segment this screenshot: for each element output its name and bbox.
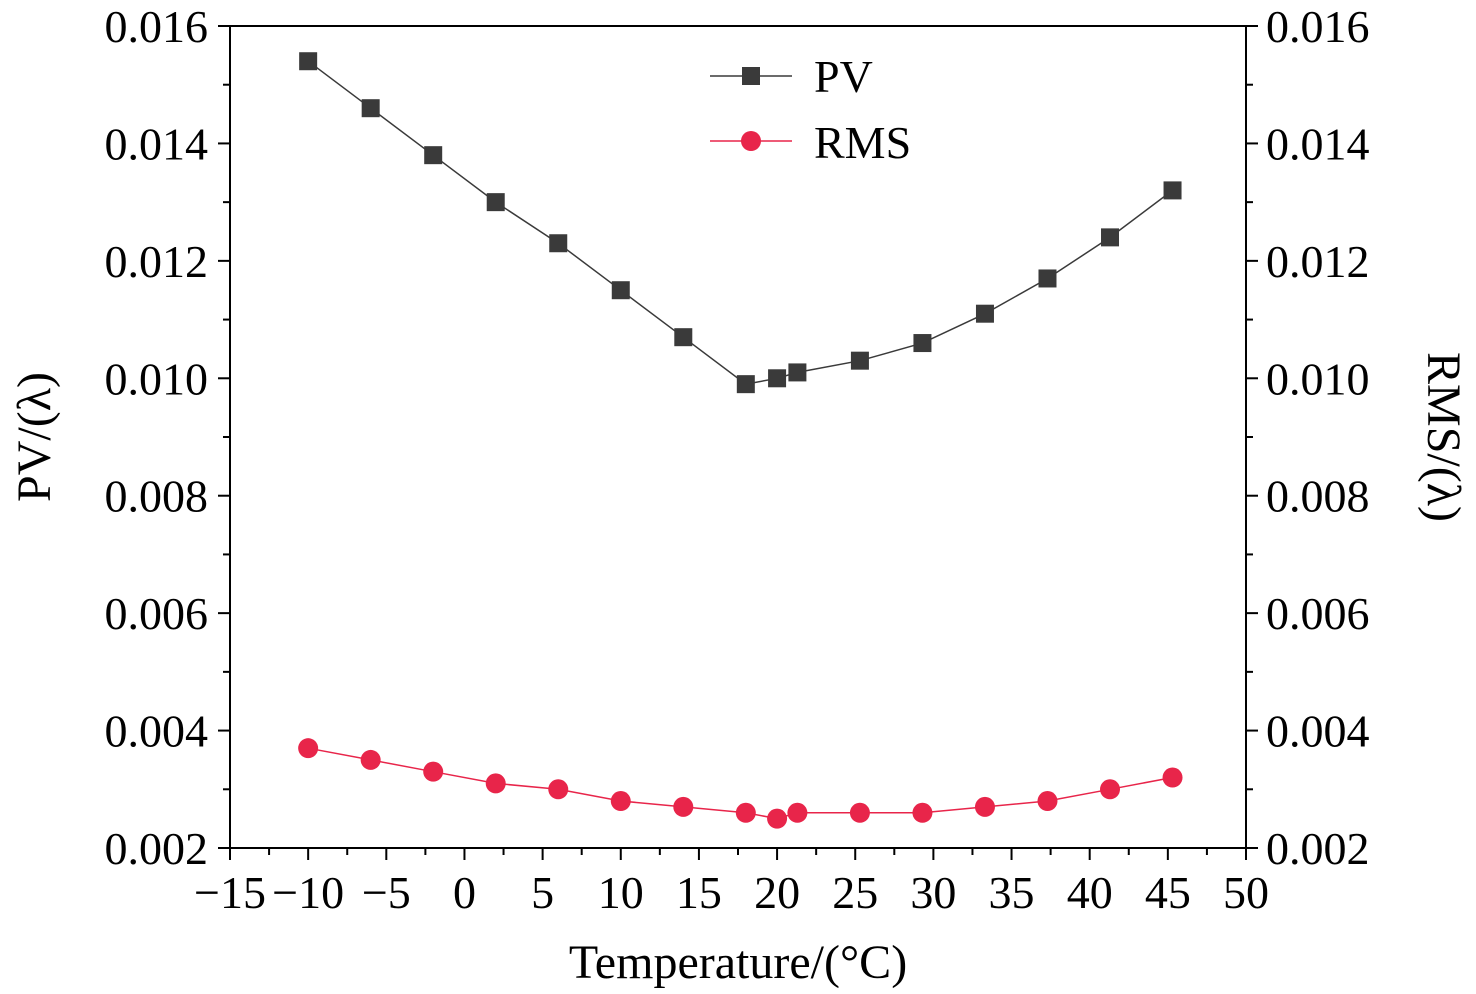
rms-data-point <box>1037 791 1058 812</box>
y-left-tick-label: 0.012 <box>105 236 209 287</box>
pv-data-point <box>913 334 932 353</box>
legend-rms-label: RMS <box>814 117 911 168</box>
x-tick-label: 35 <box>989 867 1035 918</box>
y-left-tick-label: 0.008 <box>105 471 209 522</box>
y-right-tick-label: 0.016 <box>1266 1 1370 52</box>
x-tick-label: −10 <box>272 867 344 918</box>
rms-data-point <box>912 802 933 823</box>
legend-rms-marker <box>741 131 761 151</box>
rms-data-point <box>974 796 995 817</box>
x-tick-label: 50 <box>1223 867 1269 918</box>
rms-data-point <box>1162 767 1183 788</box>
pv-data-point <box>975 304 994 323</box>
y-right-tick-label: 0.010 <box>1266 353 1370 404</box>
x-tick-label: 15 <box>676 867 722 918</box>
legend-pv-label: PV <box>814 51 873 102</box>
x-tick-label: −5 <box>362 867 411 918</box>
rms-data-point <box>735 802 756 823</box>
x-tick-label: 25 <box>832 867 878 918</box>
x-tick-labels: −15 −10 −5 0 5 10 15 20 25 30 35 40 45 50 <box>194 867 1269 918</box>
legend-pv-marker <box>742 67 760 85</box>
rms-data-point <box>1100 779 1121 800</box>
rms-data-point <box>767 808 788 829</box>
x-tick-label: 20 <box>754 867 800 918</box>
rms-data-point <box>849 802 870 823</box>
pv-data-point <box>361 99 380 118</box>
y-right-tick-label: 0.012 <box>1266 236 1370 287</box>
pv-data-point <box>1163 181 1182 200</box>
y-left-tick-label: 0.006 <box>105 588 209 639</box>
y-right-tick-label: 0.008 <box>1266 471 1370 522</box>
y-left-tick-label: 0.014 <box>105 118 209 169</box>
y-left-tick-label: 0.004 <box>105 706 209 757</box>
rms-data-point <box>787 802 808 823</box>
rms-series-line <box>308 747 1173 820</box>
left-y-tick-labels: 0.002 0.004 0.006 0.008 0.010 0.012 0.014 0.016 <box>105 1 209 874</box>
y-right-tick-label: 0.006 <box>1266 588 1370 639</box>
rms-data-point <box>298 738 319 759</box>
rms-data-point <box>485 773 506 794</box>
y-left-tick-label: 0.016 <box>105 1 209 52</box>
y-left-tick-label: 0.002 <box>105 823 209 874</box>
y-right-tick-label: 0.014 <box>1266 118 1370 169</box>
pv-data-point <box>850 351 869 370</box>
tick-marks <box>218 25 1258 860</box>
pv-data-point <box>1038 269 1057 288</box>
pv-series-line <box>307 60 1173 385</box>
pv-data-point <box>549 234 568 253</box>
pv-data-point <box>736 375 755 394</box>
rms-data-point <box>548 779 569 800</box>
rms-data-point <box>360 749 381 770</box>
pv-data-point <box>768 369 787 388</box>
right-y-tick-labels: 0.002 0.004 0.006 0.008 0.010 0.012 0.014 0.016 <box>1266 1 1370 874</box>
x-axis-title: Temperature/(°C) <box>569 936 907 989</box>
y-right-tick-label: 0.002 <box>1266 823 1370 874</box>
rms-data-point <box>423 761 444 782</box>
pv-data-point <box>486 193 505 212</box>
x-tick-label: −15 <box>194 867 266 918</box>
series-group <box>298 52 1183 829</box>
rms-data-point <box>673 796 694 817</box>
x-tick-label: 45 <box>1145 867 1191 918</box>
pv-data-point <box>674 328 693 347</box>
x-tick-label: 40 <box>1067 867 1113 918</box>
pv-data-point <box>1101 228 1120 247</box>
x-tick-label: 0 <box>453 867 476 918</box>
x-tick-label: 30 <box>910 867 956 918</box>
x-tick-label: 10 <box>598 867 644 918</box>
y-left-tick-label: 0.010 <box>105 353 209 404</box>
rms-data-point <box>610 791 631 812</box>
pv-data-point <box>611 281 630 300</box>
pv-data-point <box>299 52 318 71</box>
axes <box>229 25 1247 849</box>
legend: PV RMS <box>710 51 911 168</box>
right-y-axis-title: RMS/(λ) <box>1417 352 1470 522</box>
plot-frame <box>229 25 1247 849</box>
left-y-axis-title: PV/(λ) <box>8 372 61 502</box>
pv-data-point <box>424 146 443 165</box>
pv-data-point <box>788 363 807 382</box>
x-tick-label: 5 <box>531 867 554 918</box>
y-right-tick-label: 0.004 <box>1266 706 1370 757</box>
